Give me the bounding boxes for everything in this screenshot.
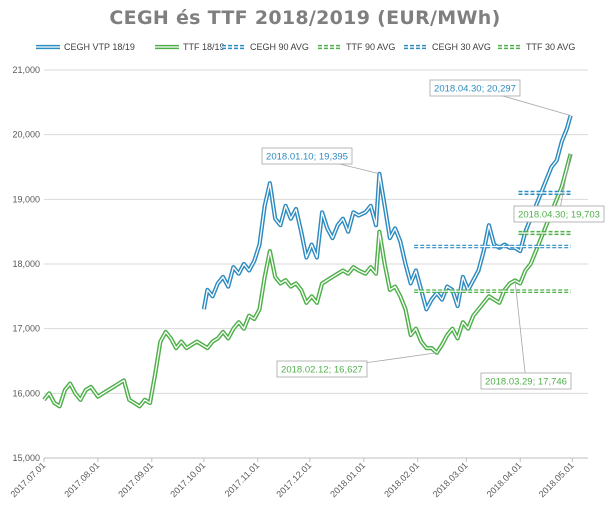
legend-item-ttf-18-19: TTF 18/19: [155, 42, 225, 52]
callout-box: [513, 205, 605, 223]
legend-label: CEGH 30 AVG: [432, 42, 491, 52]
legend-label: TTF 90 AVG: [346, 42, 395, 52]
callout-leader: [558, 153, 572, 215]
callout-box: [480, 372, 572, 390]
callout-box: [261, 147, 353, 165]
x-tick-label: 2017.09.01: [116, 460, 155, 499]
legend-item-ttf-90-avg: TTF 90 AVG: [318, 42, 395, 52]
x-tick-label: 2018.05.01: [537, 460, 576, 499]
x-tick-label: 2018.02.01: [382, 460, 421, 499]
plot-area: [42, 114, 573, 409]
chart-title: CEGH és TTF 2018/2019 (EUR/MWh): [109, 7, 500, 29]
legend-label: TTF 18/19: [183, 42, 225, 52]
y-tick-label: 15,000: [12, 453, 40, 463]
callout-label: 2018.04.30; 20,297: [434, 84, 516, 95]
callout: 2018.01.10; 19,395: [261, 147, 380, 175]
y-tick-label: 18,000: [12, 259, 40, 269]
y-tick-label: 17,000: [12, 324, 40, 334]
x-tick-label: 2017.12.01: [274, 460, 313, 499]
x-tick-label: 2017.10.01: [168, 460, 207, 499]
legend: CEGH VTP 18/19 TTF 18/19 CEGH 90 AVG TTF 90…: [36, 42, 575, 52]
x-tick-label: 2017.11.01: [223, 460, 261, 498]
callout-box: [276, 360, 368, 378]
legend-item-ttf-30-avg: TTF 30 AVG: [498, 42, 575, 52]
legend-label: CEGH VTP 18/19: [64, 42, 135, 52]
callout-label: 2018.03.29; 17,746: [485, 377, 567, 388]
x-tick-label: 2017.07.01: [8, 460, 47, 499]
callout-box: [429, 79, 521, 97]
callout: 2018.04.30; 20,297: [429, 79, 571, 116]
legend-label: CEGH 90 AVG: [250, 42, 309, 52]
y-tick-label: 16,000: [12, 388, 40, 398]
x-tick-label: 2018.03.01: [431, 460, 470, 499]
callout: 2018.03.29; 17,746: [480, 280, 572, 390]
callout: 2018.04.30; 19,703: [513, 153, 605, 223]
callouts: 2018.04.30; 20,297 2018.01.10; 19,395 2018…: [261, 79, 605, 390]
callout-label: 2018.01.10; 19,395: [266, 152, 348, 163]
y-axis: 15,000 16,000 17,000 18,000 19,000 20,000 21,0…: [12, 65, 40, 463]
callout-leader: [514, 280, 527, 382]
gridlines: [44, 69, 588, 459]
y-tick-label: 20,000: [12, 130, 40, 140]
y-tick-label: 21,000: [12, 65, 40, 75]
y-tick-label: 19,000: [12, 194, 40, 204]
series-line-inner: [43, 153, 572, 407]
x-axis: 2017.07.01 2017.08.01 2017.09.01 2017.10.01…: [8, 458, 576, 499]
legend-item-cegh-30-avg: CEGH 30 AVG: [404, 42, 491, 52]
callout: 2018.02.12; 16,627: [276, 352, 437, 378]
callout-label: 2018.02.12; 16,627: [281, 365, 363, 376]
series-ttf-18-19: [42, 153, 573, 409]
callout-label: 2018.04.30; 19,703: [518, 210, 600, 221]
legend-label: TTF 30 AVG: [526, 42, 575, 52]
legend-item-cegh-90-avg: CEGH 90 AVG: [222, 42, 309, 52]
legend-item-cegh-vtp-18-19: CEGH VTP 18/19: [36, 42, 135, 52]
x-tick-label: 2017.08.01: [62, 460, 101, 499]
x-tick-label: 2018.04.01: [485, 460, 524, 499]
x-tick-label: 2018.01.01: [328, 460, 367, 499]
